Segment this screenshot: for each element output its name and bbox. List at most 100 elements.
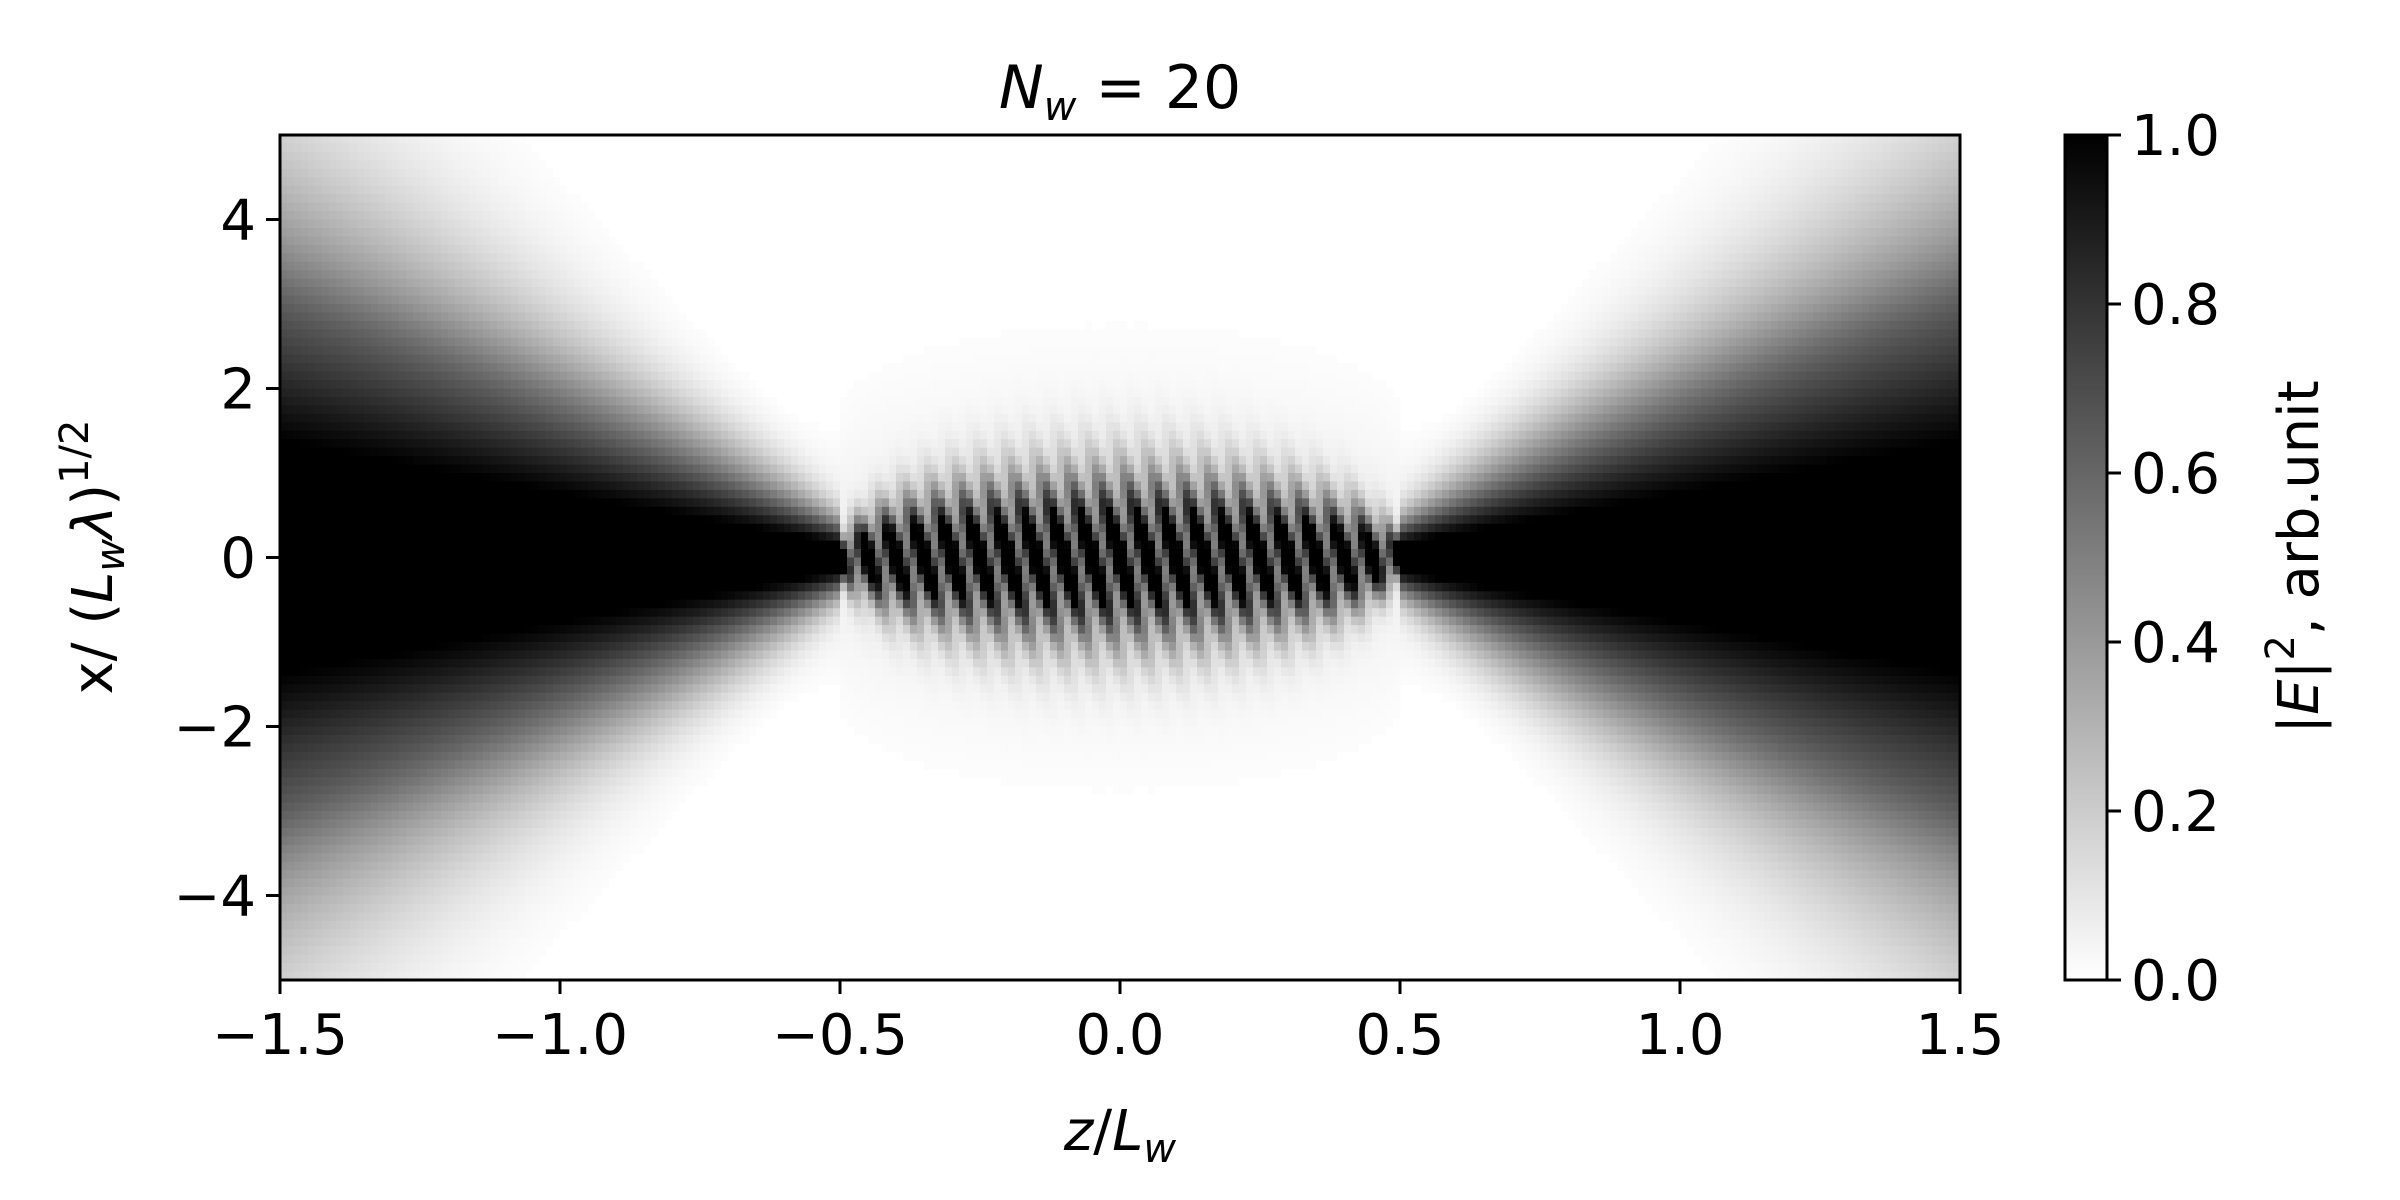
heatmap-cell xyxy=(385,658,393,668)
heatmap-cell xyxy=(385,194,393,204)
heatmap-cell xyxy=(476,135,484,145)
heatmap-cell xyxy=(315,658,323,668)
heatmap-cell xyxy=(350,312,358,322)
heatmap-cell xyxy=(308,185,316,195)
heatmap-cell xyxy=(280,160,288,170)
heatmap-cell xyxy=(546,506,554,516)
heatmap-cell xyxy=(322,912,330,922)
heatmap-cell xyxy=(497,777,505,787)
heatmap-cell xyxy=(322,549,330,559)
heatmap-cell xyxy=(357,388,365,398)
heatmap-cell xyxy=(294,380,302,390)
heatmap-cell xyxy=(315,329,323,339)
heatmap-cell xyxy=(595,582,603,592)
heatmap-cell xyxy=(546,920,554,930)
heatmap-cell xyxy=(581,701,589,711)
heatmap-cell xyxy=(448,692,456,702)
heatmap-cell xyxy=(322,489,330,499)
heatmap-cell xyxy=(329,591,337,601)
heatmap-cell xyxy=(371,870,379,880)
heatmap-cell xyxy=(511,456,519,466)
heatmap-cell xyxy=(518,701,526,711)
heatmap-cell xyxy=(434,278,442,288)
heatmap-cell xyxy=(581,743,589,753)
heatmap-cell xyxy=(392,844,400,854)
heatmap-cell xyxy=(420,971,428,981)
heatmap-cell xyxy=(308,565,316,575)
heatmap-cell xyxy=(357,320,365,330)
heatmap-cell xyxy=(518,726,526,736)
heatmap-cell xyxy=(315,304,323,314)
heatmap-cell xyxy=(287,540,295,550)
heatmap-cell xyxy=(441,211,449,221)
heatmap-cell xyxy=(455,540,463,550)
heatmap-cell xyxy=(637,320,645,330)
heatmap-cell xyxy=(357,929,365,939)
heatmap-cell xyxy=(490,396,498,406)
heatmap-cell xyxy=(413,701,421,711)
heatmap-cell xyxy=(546,734,554,744)
heatmap-cell xyxy=(455,887,463,897)
heatmap-cell xyxy=(343,599,351,609)
heatmap-cell xyxy=(420,811,428,821)
heatmap-cell xyxy=(560,616,568,626)
heatmap-cell xyxy=(280,675,288,685)
heatmap-cell xyxy=(336,608,344,618)
heatmap-cell xyxy=(455,726,463,736)
heatmap-cell xyxy=(581,574,589,584)
heatmap-cell xyxy=(483,887,491,897)
heatmap-cell xyxy=(413,320,421,330)
heatmap-cell xyxy=(350,878,358,888)
heatmap-cell xyxy=(539,413,547,423)
heatmap-cell xyxy=(350,827,358,837)
heatmap-cell xyxy=(546,346,554,356)
heatmap-cell xyxy=(553,549,561,559)
heatmap-cell xyxy=(581,658,589,668)
heatmap-cell xyxy=(546,929,554,939)
heatmap-cell xyxy=(630,726,638,736)
heatmap-cell xyxy=(455,861,463,871)
heatmap-cell xyxy=(294,819,302,829)
heatmap-cell xyxy=(294,709,302,719)
heatmap-cell xyxy=(602,489,610,499)
heatmap-cell xyxy=(609,295,617,305)
heatmap-cell xyxy=(504,616,512,626)
heatmap-cell xyxy=(364,456,372,466)
heatmap-cell xyxy=(427,633,435,643)
heatmap-cell xyxy=(371,253,379,263)
heatmap-cell xyxy=(581,523,589,533)
heatmap-cell xyxy=(357,811,365,821)
heatmap-cell xyxy=(392,270,400,280)
heatmap-cell xyxy=(616,565,624,575)
heatmap-cell xyxy=(518,236,526,246)
heatmap-cell xyxy=(532,743,540,753)
heatmap-cell xyxy=(455,650,463,660)
heatmap-cell xyxy=(525,760,533,770)
heatmap-cell xyxy=(525,549,533,559)
heatmap-cell xyxy=(420,498,428,508)
heatmap-cell xyxy=(567,642,575,652)
heatmap-cell xyxy=(385,920,393,930)
heatmap-cell xyxy=(434,439,442,449)
heatmap-cell xyxy=(336,532,344,542)
heatmap-cell xyxy=(413,337,421,347)
heatmap-cell xyxy=(301,227,309,237)
heatmap-cell xyxy=(280,143,288,153)
heatmap-cell xyxy=(385,430,393,440)
heatmap-cell xyxy=(448,160,456,170)
heatmap-cell xyxy=(413,135,421,145)
heatmap-cell xyxy=(462,371,470,381)
heatmap-cell xyxy=(294,532,302,542)
heatmap-cell xyxy=(357,261,365,271)
heatmap-cell xyxy=(595,320,603,330)
heatmap-cell xyxy=(511,895,519,905)
heatmap-cell xyxy=(448,608,456,618)
heatmap-cell xyxy=(553,236,561,246)
heatmap-cell xyxy=(420,194,428,204)
heatmap-cell xyxy=(294,413,302,423)
heatmap-cell xyxy=(567,329,575,339)
heatmap-cell xyxy=(609,304,617,314)
heatmap-cell xyxy=(322,853,330,863)
heatmap-cell xyxy=(406,920,414,930)
heatmap-cell xyxy=(462,726,470,736)
